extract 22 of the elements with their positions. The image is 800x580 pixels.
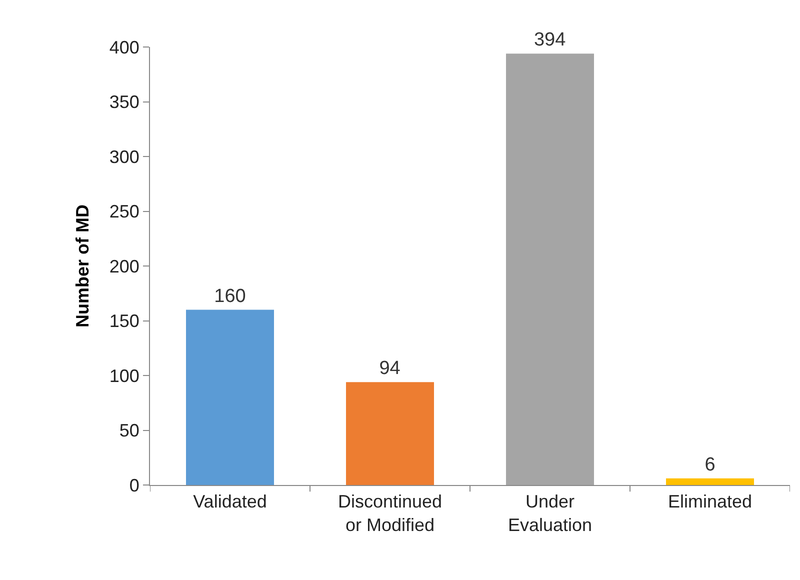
data-label: 94 <box>379 358 401 380</box>
bar <box>506 54 594 485</box>
y-tick-label: 400 <box>109 37 140 58</box>
y-tick-label: 50 <box>119 420 140 441</box>
y-tick-label: 250 <box>109 202 140 222</box>
data-label: 6 <box>704 454 716 476</box>
y-tick-label: 150 <box>109 311 140 332</box>
x-tick-label: Discontinued or Modified <box>338 492 442 535</box>
y-tick-label: 0 <box>129 475 140 496</box>
y-tick-label: 200 <box>109 256 140 276</box>
y-tick-label: 300 <box>109 146 140 167</box>
data-label: 394 <box>534 30 566 51</box>
y-axis-title: Number of MD <box>72 204 93 328</box>
x-tick-label: Validated <box>193 492 267 512</box>
x-tick-label: Eliminated <box>668 492 752 512</box>
bar <box>186 310 274 485</box>
data-label: 160 <box>214 286 246 307</box>
bar <box>666 478 754 485</box>
y-tick-label: 100 <box>109 366 140 386</box>
x-tick-label: Under Evaluation <box>508 492 592 535</box>
bar <box>346 382 434 485</box>
y-tick-label: 350 <box>109 92 140 112</box>
